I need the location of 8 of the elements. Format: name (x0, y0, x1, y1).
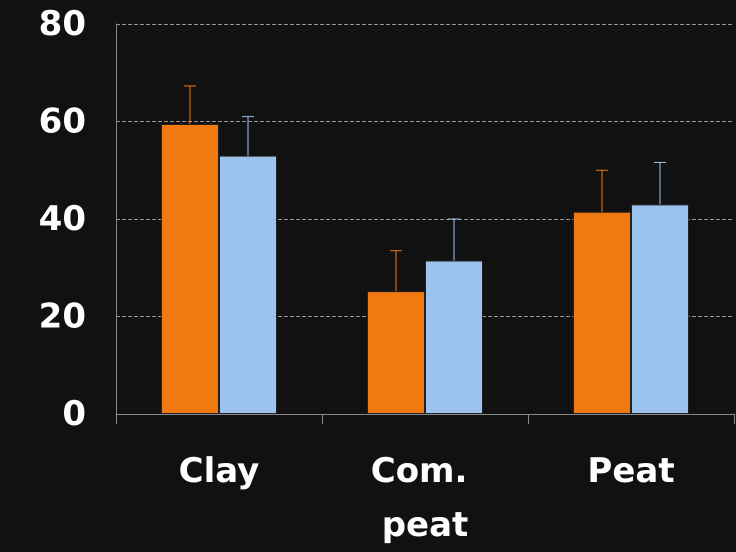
y-tick-label: 40 (38, 199, 86, 239)
y-tick-label: 20 (38, 296, 86, 336)
x-tick-label: Clay (178, 451, 260, 491)
x-tick-label: Com. peat (370, 451, 480, 545)
y-tick-label: 80 (38, 4, 86, 44)
x-tick-label: Peat (587, 451, 675, 491)
y-tick-label: 60 (38, 102, 86, 142)
y-tick-label: 0 (62, 394, 86, 434)
